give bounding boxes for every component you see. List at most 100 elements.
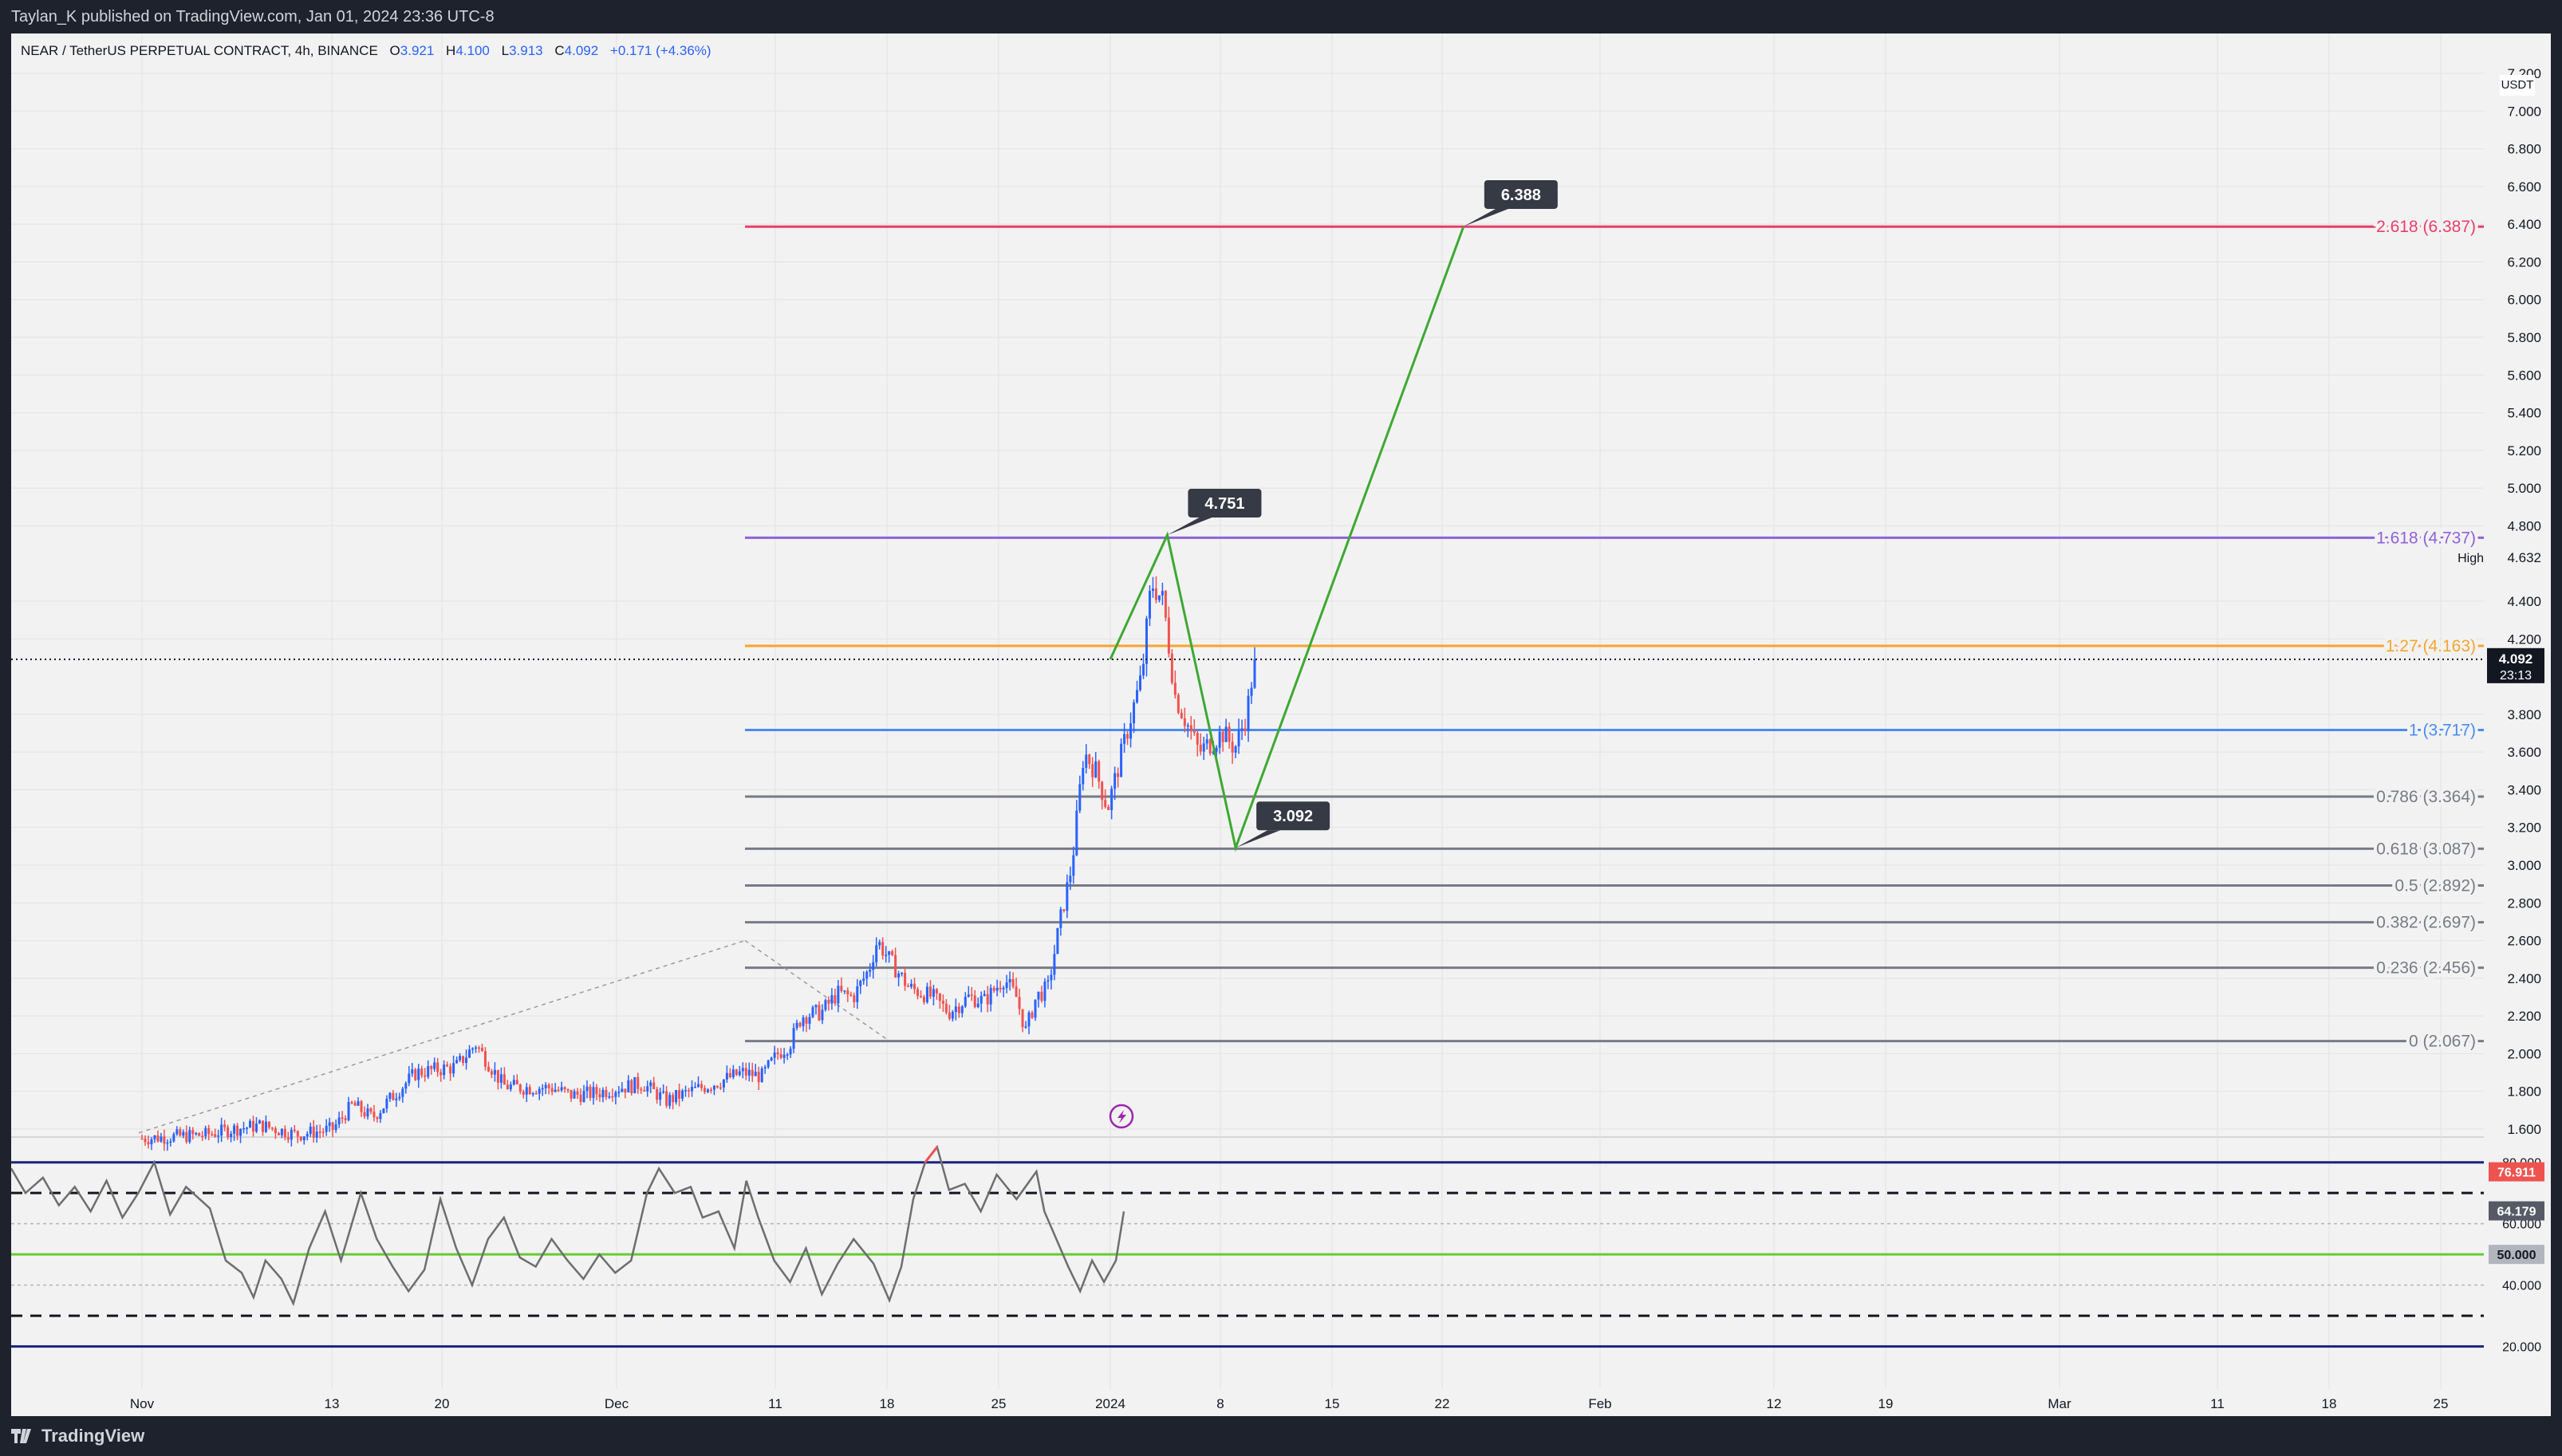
candle-body — [366, 1108, 369, 1117]
chart-area[interactable]: 0 (2.067) 0.236 (2.456) 0.382 (2.697) 0.5 (… — [10, 33, 2551, 1416]
bar-countdown: 23:13 — [2500, 669, 2532, 683]
candle-body — [805, 1017, 808, 1024]
candle-body — [770, 1057, 773, 1061]
candle-body — [550, 1088, 554, 1092]
candle-body — [1180, 712, 1183, 718]
candle-body — [1129, 723, 1133, 739]
candle-body — [1104, 800, 1107, 807]
candle-body — [853, 995, 856, 1002]
candle-body — [818, 1005, 821, 1021]
candle-body — [528, 1087, 531, 1095]
time-axis[interactable]: Nov 13 20 Dec 11 18 25 2024 8 15 22 Feb 12 19 Mar 11 18 2… — [130, 1396, 2449, 1411]
candle-body — [233, 1125, 236, 1134]
tradingview-logo[interactable]: TradingView — [11, 1426, 144, 1446]
symbol-legend: NEAR / TetherUS PERPETUAL CONTRACT, 4h, … — [21, 43, 711, 59]
candle-body — [1075, 810, 1078, 856]
candle-body — [382, 1108, 385, 1113]
candle-body — [309, 1126, 312, 1135]
time-tick-label: 12 — [1767, 1396, 1782, 1411]
candle-body — [637, 1076, 640, 1089]
candle-body — [554, 1089, 557, 1092]
candle-body — [859, 981, 862, 986]
candle-body — [706, 1089, 709, 1092]
candle-body — [372, 1112, 376, 1118]
candle-body — [156, 1135, 160, 1142]
callout-label: 4.751 — [1204, 495, 1244, 513]
candle-body — [433, 1062, 436, 1069]
candle-body — [1244, 728, 1247, 731]
candle-body — [976, 1003, 979, 1007]
price-tick-label: 3.400 — [2507, 782, 2541, 797]
candle-body — [414, 1069, 417, 1080]
callout-pointer — [1236, 830, 1281, 848]
candle-body — [334, 1124, 337, 1131]
candle-body — [254, 1123, 258, 1132]
candle-body — [1088, 754, 1091, 765]
fib-label: 1 (3.717) — [2409, 721, 2476, 739]
time-tick-label: 18 — [2322, 1396, 2337, 1411]
candle-body — [1231, 742, 1234, 753]
lightning-icon-ring — [1109, 1104, 1134, 1129]
brand-name: TradingView — [41, 1426, 145, 1446]
candle-body — [557, 1089, 560, 1092]
fib-label: 0.5 (2.892) — [2394, 877, 2476, 895]
callout-pointer — [1167, 517, 1212, 536]
candle-body — [427, 1066, 430, 1077]
candle-body — [678, 1090, 681, 1099]
candle-body — [624, 1088, 627, 1092]
candle-body — [439, 1072, 443, 1076]
candle-body — [531, 1093, 534, 1095]
candle-body — [907, 986, 910, 987]
chart-svg[interactable]: 0 (2.067) 0.236 (2.456) 0.382 (2.697) 0.5 (… — [10, 33, 2551, 1416]
time-tick-label: Nov — [130, 1396, 155, 1411]
projection-line — [1109, 226, 1465, 852]
candle-body — [566, 1088, 570, 1091]
candle-body — [525, 1087, 528, 1095]
candle-body — [490, 1071, 493, 1075]
candle-body — [725, 1072, 728, 1080]
candle-body — [821, 1009, 824, 1021]
candle-body — [891, 951, 894, 955]
currency-badge[interactable]: USDT — [2500, 75, 2535, 96]
candle-body — [928, 986, 932, 997]
candle-body — [1126, 734, 1129, 739]
rsi-current-value: 64.179 — [2497, 1206, 2536, 1219]
projection-path[interactable]: 4.751 3.092 6.388 — [1109, 179, 1558, 1129]
callout-pointer — [1463, 208, 1508, 226]
callout-label: 3.092 — [1273, 808, 1313, 825]
fib-label: 0.786 (3.364) — [2376, 788, 2476, 806]
candle-body — [1154, 588, 1157, 600]
candle-body — [315, 1131, 318, 1138]
candle-body — [207, 1127, 211, 1135]
price-axis[interactable]: 1.600 1.800 2.000 2.200 2.400 2.600 2.800 3.000… — [2458, 66, 2544, 1355]
candle-body — [350, 1102, 353, 1104]
candle-body — [331, 1122, 334, 1131]
candle-body — [258, 1120, 261, 1124]
candle-body — [646, 1086, 649, 1092]
candle-body — [1196, 733, 1199, 745]
high-value: 4.100 — [455, 43, 490, 58]
candle-body — [751, 1069, 754, 1076]
candle-body — [1008, 978, 1011, 983]
candle-body — [1110, 789, 1113, 810]
candle-body — [592, 1087, 595, 1098]
candle-body — [223, 1124, 227, 1127]
candle-body — [681, 1090, 684, 1099]
change-value: +0.171 (+4.36%) — [609, 43, 711, 58]
candle-body — [901, 972, 904, 974]
time-tick-label: 25 — [991, 1396, 1007, 1411]
candle-body — [703, 1088, 706, 1092]
price-tick-label: 2.200 — [2507, 1009, 2541, 1024]
candle-body — [579, 1094, 582, 1102]
candle-body — [1240, 728, 1244, 730]
candle-body — [357, 1101, 360, 1106]
candle-body — [1011, 978, 1015, 987]
publish-info: Taylan_K published on TradingView.com, J… — [11, 8, 495, 26]
candle-body — [328, 1122, 331, 1126]
candle-body — [462, 1056, 465, 1064]
candle-body — [465, 1057, 468, 1064]
price-tick-label: 2.000 — [2507, 1046, 2541, 1061]
fib-extension[interactable]: 0 (2.067) 0.236 (2.456) 0.382 (2.697) 0.5 (… — [745, 214, 2484, 1054]
candle-body — [455, 1060, 459, 1064]
candle-body — [172, 1134, 175, 1142]
